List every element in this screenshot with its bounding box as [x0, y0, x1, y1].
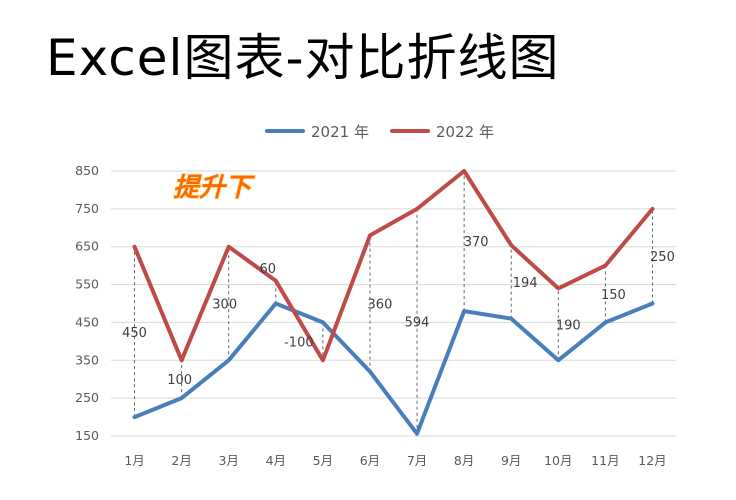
x-tick-label: 5月	[313, 453, 333, 468]
y-tick-label: 350	[75, 352, 99, 367]
x-tick-label: 9月	[501, 453, 521, 468]
legend-label: 2021 年	[311, 123, 369, 141]
diff-label: 450	[122, 326, 147, 341]
x-tick-label: 11月	[591, 453, 619, 468]
diff-label: 194	[513, 276, 538, 291]
page-title: Excel图表-对比折线图	[46, 29, 560, 87]
diff-label: 360	[368, 298, 393, 313]
diff-label: 300	[212, 298, 237, 313]
y-tick-label: 750	[75, 201, 99, 216]
legend: 2021 年 2022 年	[265, 123, 494, 141]
diff-label: 60	[260, 262, 277, 277]
y-tick-label: 150	[75, 428, 99, 443]
x-tick-label: 10月	[544, 453, 572, 468]
x-tick-label: 1月	[124, 453, 144, 468]
x-tick-label: 4月	[266, 453, 286, 468]
diff-label: 100	[167, 373, 192, 388]
diff-label: -100	[284, 335, 314, 350]
sticker-label: 提升下	[173, 173, 256, 203]
y-tick-label: 850	[75, 163, 99, 178]
legend-label: 2022 年	[436, 123, 494, 141]
diff-label: 594	[405, 315, 430, 330]
x-tick-label: 7月	[407, 453, 427, 468]
y-tick-label: 250	[75, 390, 99, 405]
x-tick-label: 8月	[454, 453, 474, 468]
series-line-2021	[132, 301, 655, 436]
guide-layer	[134, 171, 653, 434]
x-tick-label: 12月	[638, 453, 666, 468]
x-tick-label: 2月	[171, 453, 191, 468]
diff-label: 150	[601, 288, 626, 303]
diff-label: 370	[464, 235, 489, 250]
y-tick-label: 650	[75, 239, 99, 254]
series-layer	[132, 169, 655, 436]
grid-layer	[111, 170, 676, 437]
y-tick-label: 550	[75, 277, 99, 292]
x-tick-label: 6月	[360, 453, 380, 468]
y-tick-label: 450	[75, 314, 99, 329]
x-tick-label: 3月	[218, 453, 238, 468]
diff-label: 190	[556, 318, 581, 333]
diff-label: 250	[650, 250, 675, 265]
axis-layer: 150 250 350 450 550 650 750 850 1月 2月 3月 4月 5月 6月 7月 8月…	[75, 163, 667, 468]
label-layer: 450 100 300 60 -100 360 594 370 194 190 150 250	[122, 235, 675, 388]
series-line-2022	[132, 169, 655, 363]
